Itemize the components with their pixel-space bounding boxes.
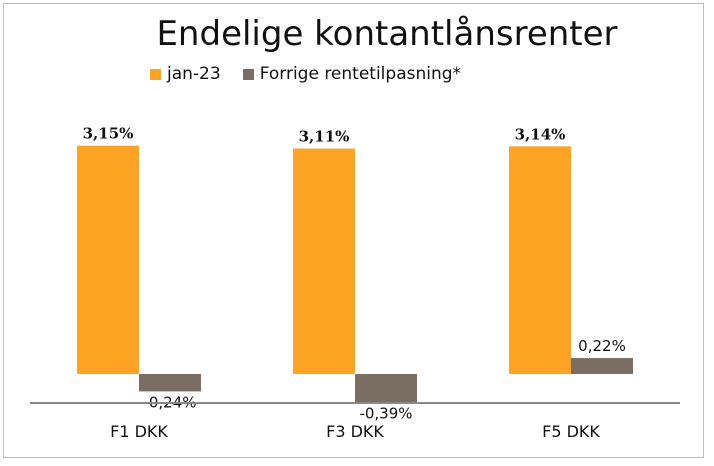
- data-label: -0,39%: [359, 404, 412, 422]
- bar-jan-23-2: [509, 146, 571, 374]
- data-label: 3,11%: [299, 128, 350, 146]
- bar-forrige-1: [355, 374, 417, 403]
- chart-title: Endelige kontantlånsrenter: [156, 14, 618, 54]
- legend-swatch: [242, 68, 254, 80]
- data-label: 3,14%: [515, 125, 566, 143]
- bar-forrige-2: [571, 358, 633, 374]
- category-label: F3 DKK: [326, 422, 384, 441]
- chart-frame: [3, 3, 704, 458]
- legend: jan-23 Forrige rentetilpasning*: [150, 64, 461, 84]
- bar-jan-23-1: [293, 148, 355, 374]
- category-label: F1 DKK: [110, 422, 168, 441]
- legend-item-forrige: Forrige rentetilpasning*: [242, 64, 462, 84]
- data-label: 3,15%: [83, 125, 134, 143]
- data-label: 0,22%: [578, 337, 626, 355]
- legend-swatch: [150, 68, 161, 80]
- bar-forrige-0: [139, 374, 201, 392]
- category-label: F5 DKK: [542, 422, 600, 441]
- legend-label: Forrige rentetilpasning*: [259, 64, 462, 84]
- legend-label: jan-23: [167, 64, 221, 84]
- legend-item-jan-23: jan-23: [150, 64, 221, 84]
- bar-jan-23-0: [77, 145, 139, 374]
